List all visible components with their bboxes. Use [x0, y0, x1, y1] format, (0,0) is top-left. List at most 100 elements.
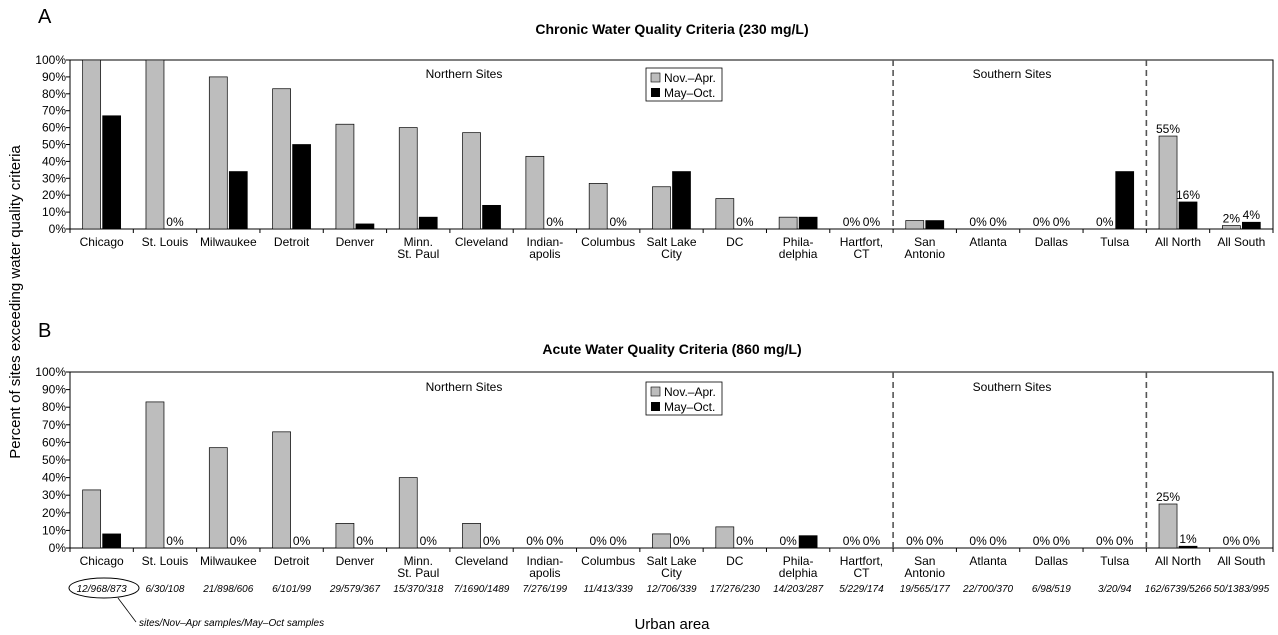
panel-b-y-tick-label: 10% — [42, 523, 66, 537]
panel-b-category-label: Denver — [336, 554, 375, 568]
panel-b-category-label: Phila- — [783, 554, 814, 568]
panel-b-data-label: 0% — [590, 534, 608, 548]
panel-a-category-label: Antonio — [904, 247, 945, 261]
panel-b-category-label: San — [914, 554, 935, 568]
panel-a-bar-winter — [1158, 135, 1178, 230]
panel-a-y-tick-label: 50% — [42, 138, 66, 152]
panel-a-bar-winter — [1221, 225, 1241, 230]
panel-b-data-label: 0% — [1116, 534, 1134, 548]
sample-count-label: 6/30/108 — [146, 584, 185, 595]
panel-b-data-label: 0% — [356, 534, 374, 548]
panel-a-data-label: 16% — [1176, 188, 1200, 202]
panel-b-data-label: 0% — [779, 534, 797, 548]
panel-b-data-label: 0% — [546, 534, 564, 548]
panel-b-category-label: City — [661, 566, 682, 580]
panel-a-legend-winter-swatch — [650, 72, 661, 83]
panel-a-bar-winter — [398, 127, 418, 230]
panel-b-data-label: 0% — [1243, 534, 1261, 548]
sample-count-label: 29/579/367 — [329, 584, 380, 595]
panel-b-y-tick-label: 90% — [42, 383, 66, 397]
panel-a-bar-summer — [292, 144, 311, 230]
sample-count-label: 17/276/230 — [710, 584, 760, 595]
sample-count-note: sites/Nov–Apr samples/May–Oct samples — [139, 618, 324, 629]
panel-a-data-label: 0% — [1096, 215, 1114, 229]
sample-count-label: 5/229/174 — [839, 584, 884, 595]
panel-b-category-label: DC — [726, 554, 744, 568]
panel-b-category-label: Tulsa — [1100, 554, 1129, 568]
panel-b-category-label: All South — [1217, 554, 1265, 568]
panel-b-data-label: 0% — [906, 534, 924, 548]
sample-count-label: 22/700/370 — [962, 584, 1013, 595]
sample-count-label: 21/898/606 — [202, 584, 253, 595]
panel-b-y-tick-label: 50% — [42, 453, 66, 467]
panel-a-bar-winter — [208, 76, 228, 230]
panel-a-category-label: St. Paul — [397, 247, 439, 261]
panel-a-bar-winter — [145, 59, 165, 230]
panel-a-category-label: All North — [1155, 235, 1201, 249]
sample-count-label: 15/370/318 — [393, 584, 443, 595]
panel-b-data-label: 0% — [1033, 534, 1051, 548]
panel-a-bar-summer — [925, 220, 945, 230]
x-axis-title: Urban area — [634, 616, 710, 633]
panel-b-legend-winter-swatch — [650, 386, 661, 397]
panel-b-y-tick-label: 20% — [42, 506, 66, 520]
panel-a-y-tick-label: 30% — [42, 171, 66, 185]
panel-a-y-tick-label: 40% — [42, 154, 66, 168]
panel-a-category-label: Denver — [336, 235, 375, 249]
panel-b-bar-summer — [102, 533, 122, 549]
panel-b-data-label: 0% — [969, 534, 987, 548]
sample-count-callout-ellipse — [68, 577, 140, 599]
panel-a-category-label: Columbus — [581, 235, 635, 249]
panel-b-category-label: Salt Lake — [646, 554, 696, 568]
panel-b-y-tick-label: 80% — [42, 400, 66, 414]
sample-count-label: 50/1383/995 — [1214, 584, 1270, 595]
panel-letter-b: B — [38, 320, 51, 342]
panel-b-y-tick-label: 60% — [42, 435, 66, 449]
panel-b-data-label: 0% — [736, 534, 754, 548]
panel-a-north-label: Northern Sites — [426, 67, 503, 81]
panel-a-bar-summer — [798, 216, 818, 230]
panel-a-bar-summer — [672, 171, 691, 230]
panel-a-y-tick-label: 60% — [42, 121, 66, 135]
panel-b-category-label: Milwaukee — [200, 554, 257, 568]
panel-a-data-label: 0% — [989, 215, 1007, 229]
panel-b-category-label: Antonio — [904, 566, 945, 580]
sample-count-label: 7/276/199 — [523, 584, 568, 595]
panel-a-y-tick-label: 80% — [42, 87, 66, 101]
panel-b-category-label: Cleveland — [455, 554, 508, 568]
panel-a-category-label: Hartfort, — [840, 235, 883, 249]
panel-a-data-label: 0% — [843, 215, 861, 229]
panel-b-bar-winter — [208, 447, 228, 549]
panel-b-y-tick-label: 40% — [42, 471, 66, 485]
sample-count-callout-leader — [117, 597, 137, 623]
panel-b-bar-winter — [715, 526, 735, 549]
panel-b-data-label: 0% — [989, 534, 1007, 548]
panel-b-legend-summer-swatch — [651, 402, 660, 411]
panel-a-y-tick-label: 70% — [42, 104, 66, 118]
panel-b-bar-summer — [1178, 545, 1198, 549]
panel-a-bar-winter — [652, 186, 671, 230]
sample-count-label: 162/6739/5266 — [1145, 584, 1212, 595]
sample-count-label: 19/565/177 — [900, 584, 950, 595]
panel-a-category-label: City — [661, 247, 682, 261]
panel-a-legend-winter-label: Nov.–Apr. — [664, 71, 716, 85]
panel-b-category-label: Minn. — [404, 554, 433, 568]
panel-a-data-label: 0% — [736, 215, 754, 229]
sample-count-label: 6/101/99 — [272, 584, 311, 595]
panel-a-category-label: St. Louis — [142, 235, 189, 249]
panel-b-category-label: Atlanta — [969, 554, 1007, 568]
panel-b-data-label: 25% — [1156, 490, 1180, 504]
panel-a-data-label: 0% — [863, 215, 881, 229]
panel-b-legend-summer-label: May–Oct. — [664, 400, 715, 414]
panel-b-data-label: 0% — [483, 534, 501, 548]
panel-a-category-label: Tulsa — [1100, 235, 1129, 249]
panel-b-bar-winter — [1158, 503, 1178, 549]
panel-a-category-label: Cleveland — [455, 235, 508, 249]
panel-a-bar-summer — [1178, 201, 1198, 230]
panel-a-y-tick-label: 90% — [42, 70, 66, 84]
panel-b-data-label: 0% — [293, 534, 311, 548]
panel-a-data-label: 0% — [969, 215, 987, 229]
panel-a-category-label: Dallas — [1035, 235, 1068, 249]
panel-b-bar-winter — [652, 533, 671, 549]
